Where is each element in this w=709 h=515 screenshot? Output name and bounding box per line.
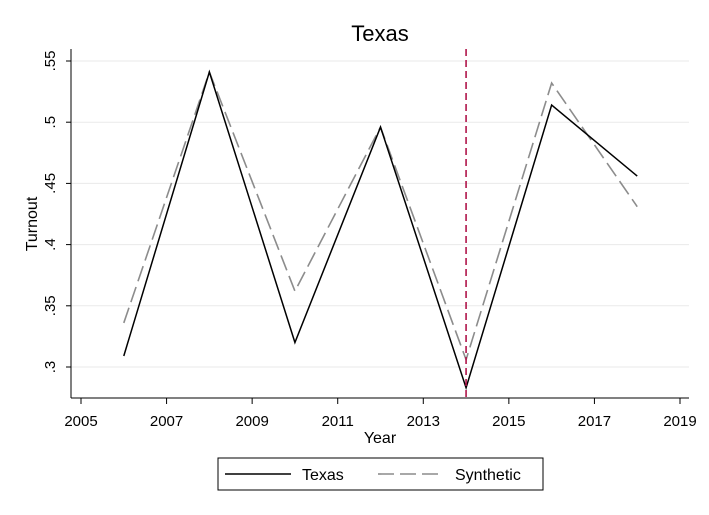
x-tick-label: 2019 [663, 413, 696, 430]
x-tick-label: 2015 [492, 413, 525, 430]
x-tick-label: 2011 [322, 413, 354, 430]
series-layer [123, 49, 638, 398]
axes: .3 .35 .4 .45 .5 .55 2005 2007 2009 2011 2013 2015 2… [42, 49, 697, 430]
y-tick-label: .35 [42, 295, 59, 316]
series-line-texas [123, 69, 638, 391]
legend-label-synthetic: Synthetic [455, 467, 521, 484]
y-tick-label: .55 [42, 51, 59, 72]
legend-label-texas: Texas [302, 467, 344, 484]
gridlines [71, 60, 689, 368]
legend: Texas Synthetic [217, 457, 544, 491]
x-tick-label: 2007 [150, 413, 183, 430]
y-tick-label: .45 [42, 173, 59, 194]
y-tick-label: .3 [42, 361, 59, 374]
y-tick-label: .4 [42, 238, 59, 251]
y-tick-label: .5 [42, 116, 59, 129]
x-tick-label: 2005 [64, 413, 97, 430]
y-axis-label: Turnout [24, 196, 41, 251]
x-axis-label: Year [364, 430, 397, 447]
chart-title: Texas [351, 21, 408, 46]
x-tick-label: 2017 [578, 413, 611, 430]
x-tick-label: 2009 [235, 413, 268, 430]
x-tick-label: 2013 [407, 413, 440, 430]
